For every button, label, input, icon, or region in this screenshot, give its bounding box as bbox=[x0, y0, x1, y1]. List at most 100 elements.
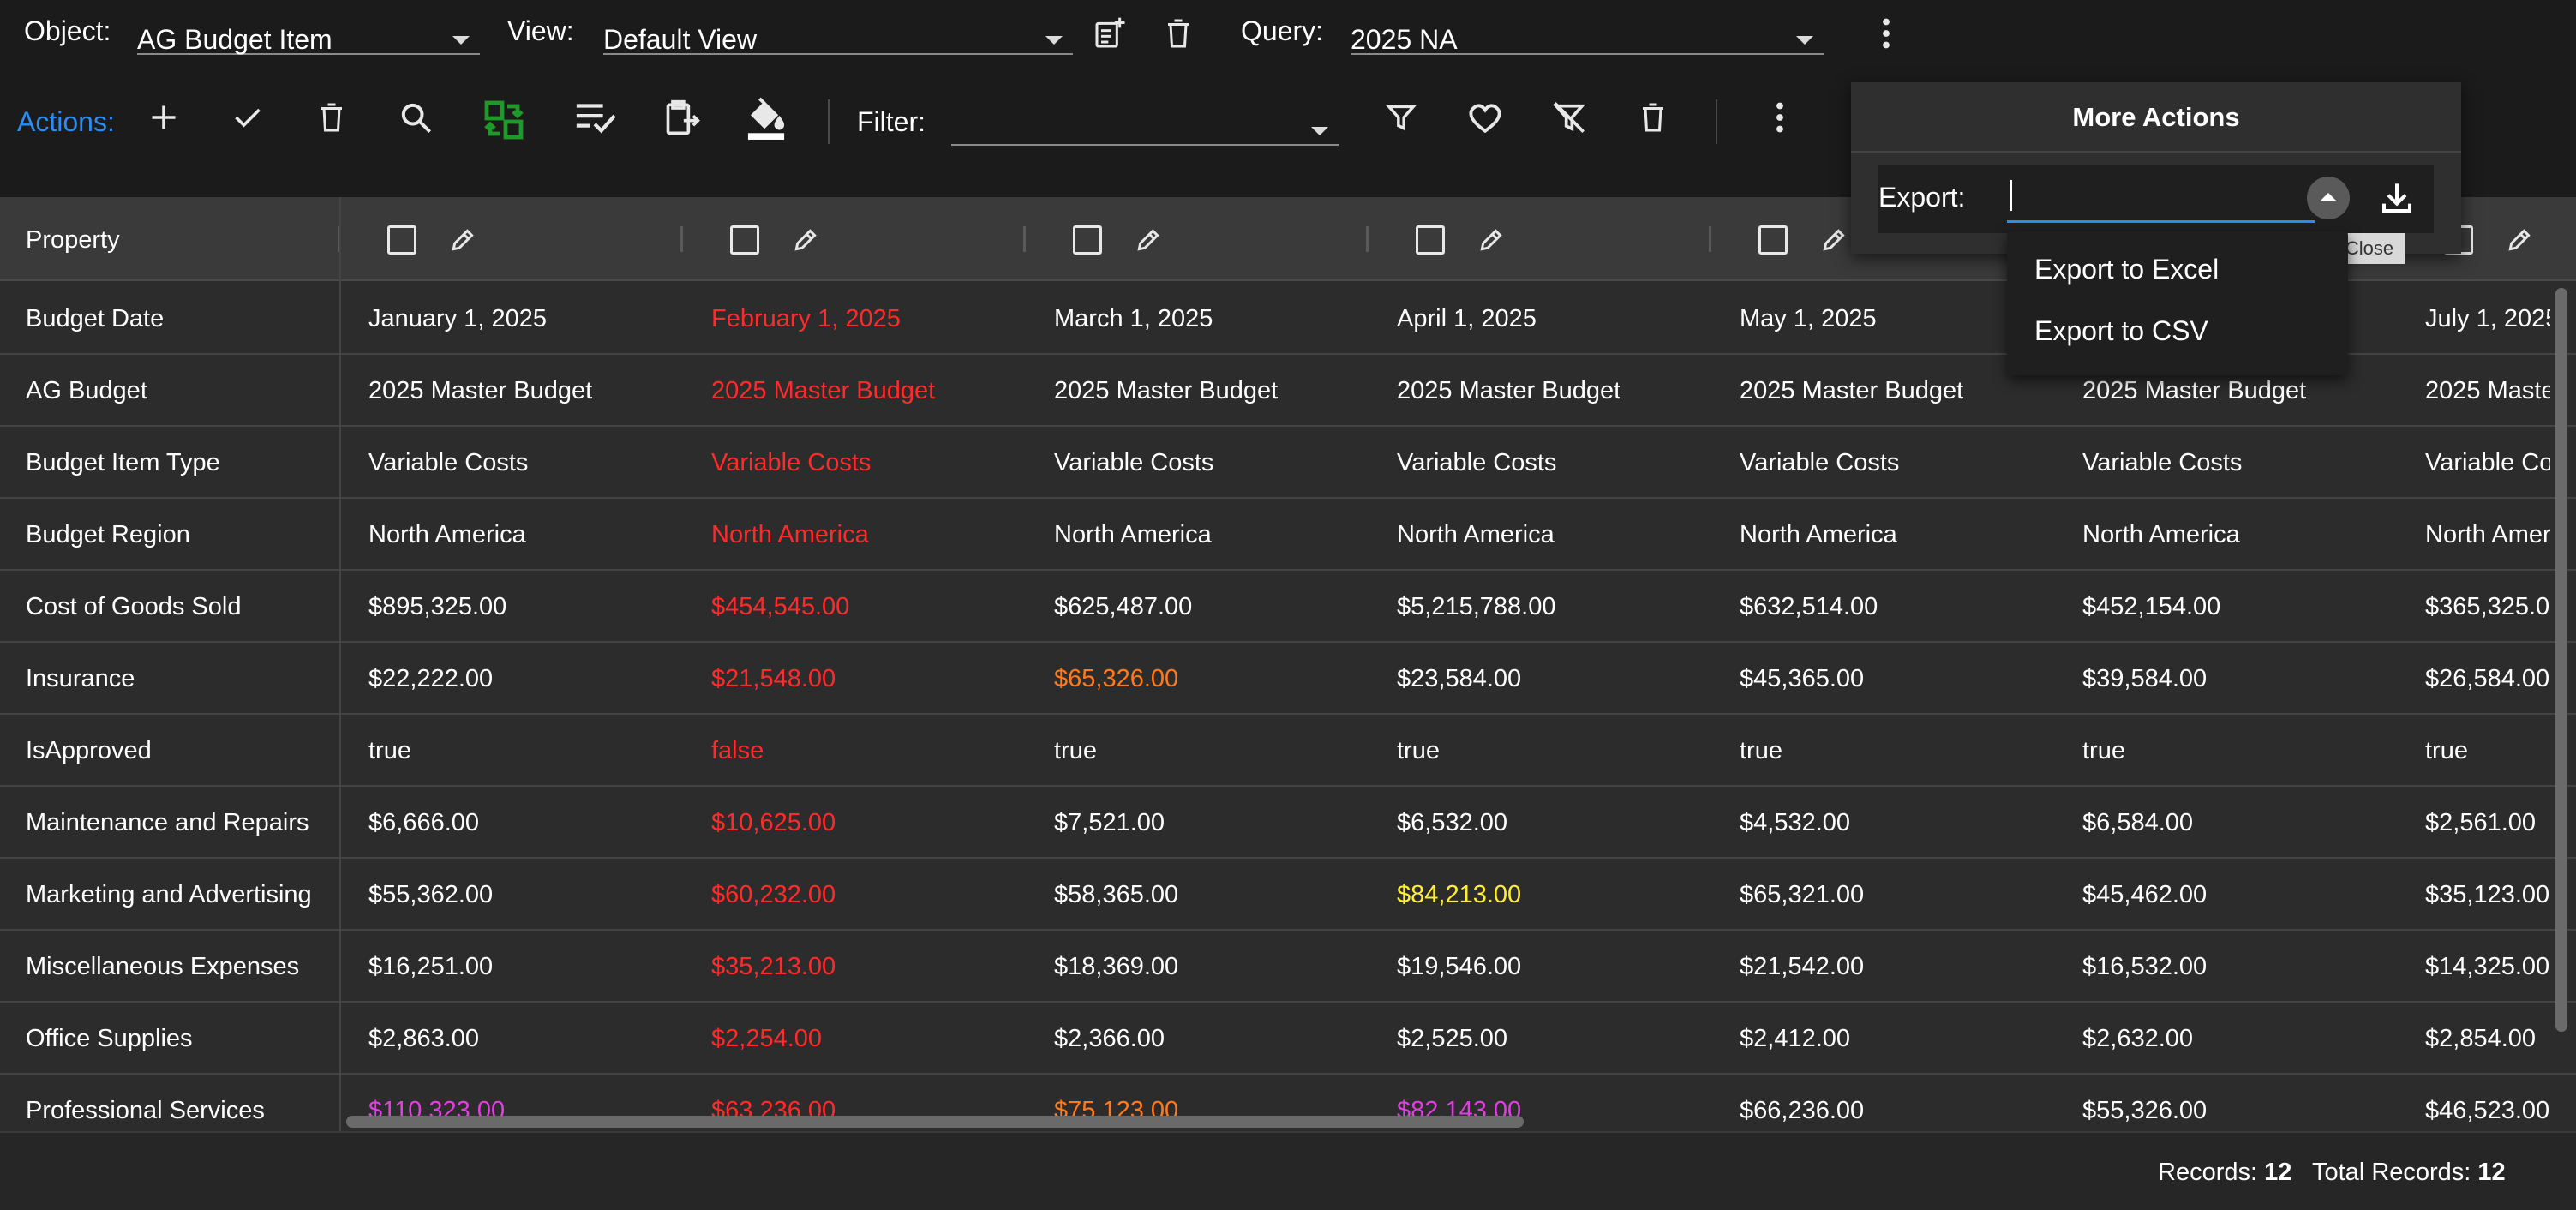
search-icon[interactable] bbox=[394, 96, 437, 139]
grid-cell[interactable]: $22,222.00 bbox=[368, 665, 494, 692]
grid-cell[interactable]: $46,523.00 bbox=[2425, 1097, 2550, 1124]
grid-cell[interactable]: $14,325.00 bbox=[2425, 953, 2550, 980]
grid-cell[interactable]: $6,666.00 bbox=[368, 809, 480, 836]
grid-cell[interactable]: $18,369.00 bbox=[1054, 953, 1179, 980]
grid-cell[interactable]: 2025 Master Budget bbox=[2082, 377, 2307, 404]
grid-cell[interactable]: $6,532.00 bbox=[1397, 809, 1508, 836]
grid-cell[interactable]: true bbox=[1740, 737, 1782, 764]
grid-cell[interactable]: 2025 Master Budget bbox=[368, 377, 593, 404]
grid-cell[interactable]: Variable Costs bbox=[2082, 449, 2243, 476]
check-icon[interactable] bbox=[226, 96, 269, 139]
table-row[interactable]: AG Budget 2025 Master Budget 2025 Master B… bbox=[0, 355, 2576, 427]
grid-cell[interactable]: $35,213.00 bbox=[711, 953, 836, 980]
grid-cell[interactable]: North America bbox=[1054, 521, 1212, 548]
funnel-icon[interactable] bbox=[1380, 96, 1423, 139]
grid-cell[interactable]: $895,325.00 bbox=[368, 593, 507, 620]
clipboard-icon[interactable] bbox=[658, 96, 706, 139]
query-select[interactable]: 2025 NA bbox=[1351, 9, 1824, 55]
horizontal-scrollbar[interactable] bbox=[346, 1116, 1524, 1128]
trash-icon[interactable] bbox=[1632, 96, 1674, 139]
grid-cell[interactable]: January 1, 2025 bbox=[368, 305, 547, 332]
column-resize-handle[interactable] bbox=[680, 226, 683, 252]
trash-icon[interactable] bbox=[1157, 12, 1200, 55]
grid-cell[interactable]: $625,487.00 bbox=[1054, 593, 1193, 620]
pencil-icon[interactable] bbox=[1474, 223, 1508, 257]
grid-cell[interactable]: North America bbox=[1740, 521, 1897, 548]
swap-icon[interactable] bbox=[480, 96, 528, 144]
pencil-icon[interactable] bbox=[2502, 223, 2537, 257]
grid-cell[interactable]: 2025 Master Budget bbox=[1740, 377, 1964, 404]
grid-cell[interactable]: $4,532.00 bbox=[1740, 809, 1851, 836]
column-select-checkbox[interactable] bbox=[730, 225, 759, 255]
column-select-checkbox[interactable] bbox=[1416, 225, 1445, 255]
table-row[interactable]: Cost of Goods Sold $895,325.00 $454,545.00… bbox=[0, 571, 2576, 643]
grid-cell[interactable]: Variable Costs bbox=[1054, 449, 1214, 476]
grid-cell[interactable]: May 1, 2025 bbox=[1740, 305, 1877, 332]
export-to-csv-option[interactable]: Export to CSV bbox=[2034, 315, 2208, 346]
vertical-scrollbar[interactable] bbox=[2555, 288, 2567, 1032]
table-row[interactable]: IsApproved true false true true true true true bbox=[0, 715, 2576, 787]
grid-cell[interactable]: false bbox=[711, 737, 764, 764]
column-resize-handle[interactable] bbox=[338, 226, 340, 252]
grid-cell[interactable]: $19,546.00 bbox=[1397, 953, 1522, 980]
grid-cell[interactable]: $21,542.00 bbox=[1740, 953, 1865, 980]
pencil-icon[interactable] bbox=[446, 223, 480, 257]
grid-cell[interactable]: $39,584.00 bbox=[2082, 665, 2208, 692]
table-row[interactable]: Maintenance and Repairs $6,666.00 $10,625.… bbox=[0, 787, 2576, 859]
grid-cell[interactable]: $10,625.00 bbox=[711, 809, 836, 836]
grid-cell[interactable]: $365,325.00 bbox=[2425, 593, 2550, 620]
grid-cell[interactable]: $58,365.00 bbox=[1054, 881, 1179, 908]
grid-cell[interactable]: $16,251.00 bbox=[368, 953, 494, 980]
grid-cell[interactable]: $452,154.00 bbox=[2082, 593, 2221, 620]
grid-cell[interactable]: July 1, 2025 bbox=[2425, 305, 2550, 332]
grid-cell[interactable]: $6,584.00 bbox=[2082, 809, 2194, 836]
table-row[interactable]: Office Supplies $2,863.00 $2,254.00 $2,366.… bbox=[0, 1003, 2576, 1075]
view-select[interactable]: Default View bbox=[603, 9, 1073, 55]
grid-cell[interactable]: $16,532.00 bbox=[2082, 953, 2208, 980]
grid-cell[interactable]: $5,215,788.00 bbox=[1397, 593, 1556, 620]
grid-cell[interactable]: North America bbox=[2425, 521, 2550, 548]
table-row[interactable]: Budget Region North America North America N… bbox=[0, 499, 2576, 571]
grid-cell[interactable]: $60,232.00 bbox=[711, 881, 836, 908]
table-row[interactable]: Insurance $22,222.00 $21,548.00 $65,326.00 $… bbox=[0, 643, 2576, 715]
export-to-excel-option[interactable]: Export to Excel bbox=[2034, 254, 2220, 285]
grid-cell[interactable]: $55,326.00 bbox=[2082, 1097, 2208, 1124]
column-resize-handle[interactable] bbox=[1023, 226, 1026, 252]
grid-cell[interactable]: true bbox=[1054, 737, 1097, 764]
column-select-checkbox[interactable] bbox=[1073, 225, 1102, 255]
pencil-icon[interactable] bbox=[788, 223, 823, 257]
table-row[interactable]: Budget Item Type Variable Costs Variable C… bbox=[0, 427, 2576, 499]
grid-cell[interactable]: $2,412.00 bbox=[1740, 1025, 1851, 1052]
checklist-icon[interactable] bbox=[571, 96, 619, 139]
grid-cell[interactable]: $2,366.00 bbox=[1054, 1025, 1165, 1052]
collapse-dropdown-button[interactable] bbox=[2307, 177, 2350, 219]
grid-cell[interactable]: February 1, 2025 bbox=[711, 305, 901, 332]
grid-cell[interactable]: $23,584.00 bbox=[1397, 665, 1522, 692]
pencil-icon[interactable] bbox=[1817, 223, 1851, 257]
grid-cell[interactable]: North America bbox=[1397, 521, 1555, 548]
plus-icon[interactable] bbox=[142, 96, 185, 139]
grid-cell[interactable]: Variable Costs bbox=[368, 449, 529, 476]
grid-cell[interactable]: $21,548.00 bbox=[711, 665, 836, 692]
add-view-icon[interactable] bbox=[1088, 12, 1131, 55]
grid-cell[interactable]: $65,321.00 bbox=[1740, 881, 1865, 908]
grid-cell[interactable]: April 1, 2025 bbox=[1397, 305, 1537, 332]
grid-cell[interactable]: $26,584.00 bbox=[2425, 665, 2550, 692]
grid-cell[interactable]: $45,462.00 bbox=[2082, 881, 2208, 908]
object-select[interactable]: AG Budget Item bbox=[137, 9, 480, 55]
grid-cell[interactable]: North America bbox=[368, 521, 526, 548]
download-icon[interactable] bbox=[2374, 175, 2420, 221]
column-resize-handle[interactable] bbox=[1366, 226, 1369, 252]
grid-cell[interactable]: true bbox=[2082, 737, 2125, 764]
grid-cell[interactable]: $2,561.00 bbox=[2425, 809, 2537, 836]
grid-cell[interactable]: $7,521.00 bbox=[1054, 809, 1165, 836]
export-select[interactable] bbox=[2007, 170, 2315, 223]
table-row[interactable]: Budget Date January 1, 2025 February 1, 20… bbox=[0, 283, 2576, 355]
grid-cell[interactable]: Variable Costs bbox=[711, 449, 872, 476]
grid-cell[interactable]: $2,632.00 bbox=[2082, 1025, 2194, 1052]
grid-cell[interactable]: $632,514.00 bbox=[1740, 593, 1878, 620]
grid-cell[interactable]: 2025 Master Budget bbox=[2425, 377, 2550, 404]
grid-cell[interactable]: true bbox=[2425, 737, 2468, 764]
heart-icon[interactable] bbox=[1464, 96, 1507, 139]
table-row[interactable]: Miscellaneous Expenses $16,251.00 $35,213.… bbox=[0, 931, 2576, 1003]
